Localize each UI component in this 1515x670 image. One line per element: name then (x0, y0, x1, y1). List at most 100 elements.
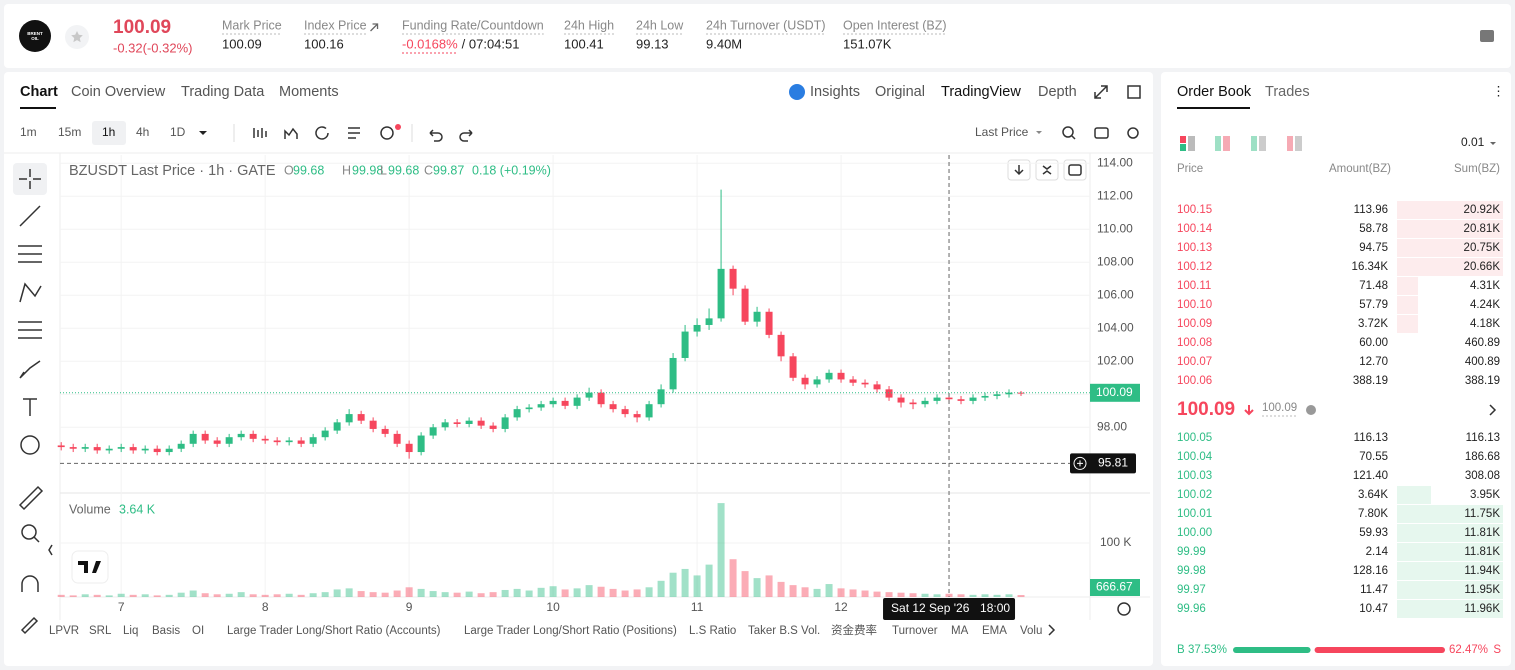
ohlc-key: L (380, 163, 387, 177)
candle-body (585, 392, 593, 398)
book-amount: 58.78 (1359, 223, 1388, 235)
lock-tool[interactable] (20, 616, 39, 635)
add-alert[interactable] (1073, 456, 1087, 470)
depth-bar (1397, 543, 1503, 561)
candle-body (729, 268, 737, 289)
interval[interactable]: 4h (136, 125, 149, 139)
header-icon[interactable] (1480, 30, 1494, 42)
tab[interactable]: Trading Data (181, 84, 265, 100)
magnet-tool[interactable] (21, 575, 39, 592)
candle-body (309, 437, 317, 444)
sell-ratio-bar (1314, 647, 1445, 653)
add-icon[interactable] (380, 126, 394, 140)
indicator[interactable]: Turnover (892, 625, 938, 637)
candle-body (969, 397, 977, 401)
depth-bar (1397, 315, 1418, 333)
pattern-tool[interactable] (19, 282, 42, 303)
candle-body (297, 440, 305, 444)
indicator[interactable]: Basis (152, 625, 180, 637)
template-icon[interactable] (348, 127, 360, 139)
text-tool[interactable] (23, 398, 37, 416)
indicator[interactable]: 资金费率 (831, 623, 877, 637)
volume-bar (597, 586, 605, 597)
search-icon[interactable] (1062, 126, 1074, 138)
zoom-tool[interactable] (21, 524, 37, 540)
settings-icon[interactable] (1127, 127, 1139, 139)
interval[interactable]: 15m (58, 125, 81, 139)
volume-bar (633, 589, 641, 597)
candle-body (837, 372, 845, 380)
layout-icon[interactable] (1127, 85, 1141, 99)
tab[interactable]: Coin Overview (71, 84, 166, 100)
view-tab[interactable]: Insights (810, 84, 860, 100)
tradingview-logo (71, 550, 109, 584)
redo-icon[interactable] (459, 129, 473, 142)
measure-tool[interactable] (18, 485, 44, 511)
axis-settings[interactable] (1117, 602, 1131, 616)
indicator[interactable]: Liq (123, 625, 138, 637)
book-price: 100.11 (1177, 280, 1211, 292)
volume-bar (405, 587, 413, 597)
book-amount: 7.80K (1358, 508, 1388, 520)
candle-body (333, 422, 341, 431)
indicator[interactable]: LPVR (49, 625, 79, 637)
expand-icon[interactable] (1094, 85, 1108, 99)
indicator[interactable]: Large Trader Long/Short Ratio (Positions… (464, 625, 677, 637)
depth-bar (1397, 201, 1503, 219)
reset-button[interactable] (1063, 159, 1087, 181)
line-tool[interactable] (19, 205, 41, 227)
book-tab[interactable]: Order Book (1177, 84, 1252, 100)
indicator[interactable]: Taker B.S Vol. (748, 625, 820, 637)
view-tab[interactable]: TradingView (941, 84, 1021, 100)
candle-body (393, 433, 401, 444)
volume-bar (993, 594, 1001, 597)
book-tab[interactable]: Trades (1265, 84, 1310, 100)
candle-type-icon[interactable] (253, 128, 267, 138)
precision[interactable]: 0.01 (1461, 135, 1485, 149)
candle-body (429, 427, 437, 436)
interval[interactable]: 1D (170, 125, 186, 139)
undo-icon[interactable] (429, 129, 443, 142)
depth-bar (1397, 600, 1503, 618)
fib-tool[interactable] (18, 321, 42, 339)
indicator-icon[interactable] (284, 127, 298, 139)
brush-tool[interactable] (19, 360, 41, 379)
indicator[interactable]: Volu (1020, 625, 1042, 637)
channel-tool[interactable] (18, 245, 42, 263)
candle-body (669, 357, 677, 390)
candle-body (885, 389, 893, 398)
indicator[interactable]: MA (951, 625, 969, 637)
interval[interactable]: 1h (102, 125, 115, 139)
price-source[interactable]: Last Price (975, 125, 1029, 139)
y-tick-label: 114.00 (1097, 155, 1133, 169)
scroll-button[interactable] (1007, 159, 1031, 181)
expand-arrow[interactable] (1489, 404, 1497, 416)
collapse-toolbar[interactable] (48, 544, 53, 556)
view-tab[interactable]: Original (875, 84, 925, 100)
more-indicators[interactable] (1048, 624, 1056, 636)
indicator[interactable]: Large Trader Long/Short Ratio (Accounts) (227, 625, 441, 637)
view-tab[interactable]: Depth (1038, 84, 1077, 100)
indicator[interactable]: SRL (89, 625, 112, 637)
volume-bar (609, 588, 617, 597)
candle-body (693, 324, 701, 332)
candle-body (417, 435, 425, 453)
more-menu[interactable]: ⋮ (1492, 83, 1505, 98)
volume-bar (777, 581, 785, 597)
indicator[interactable]: L.S Ratio (689, 625, 736, 637)
collapse-button[interactable] (1035, 159, 1059, 181)
candle-body (201, 433, 209, 441)
book-price: 100.04 (1177, 451, 1213, 463)
indicator[interactable]: EMA (982, 625, 1007, 637)
book-price: 100.08 (1177, 337, 1212, 349)
emoji-tool[interactable] (20, 435, 40, 455)
indicator[interactable]: OI (192, 625, 204, 637)
crosshair-tool[interactable] (19, 169, 41, 189)
replay-icon[interactable] (315, 126, 329, 140)
tab[interactable]: Chart (20, 84, 58, 100)
crosshair-date: Sat 12 Sep '26 (891, 601, 970, 615)
camera-icon[interactable] (1094, 127, 1109, 139)
interval[interactable]: 1m (20, 125, 37, 139)
tab[interactable]: Moments (279, 84, 339, 100)
